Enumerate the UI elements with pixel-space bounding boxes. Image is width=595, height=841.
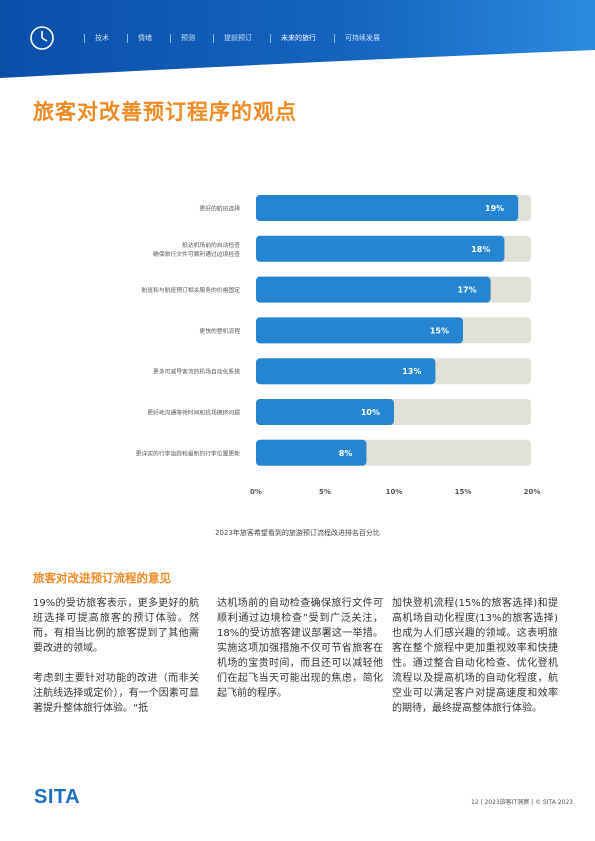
- body-column-1: 19%的受访旅客表示，更多更好的航班选择可提高旅客的预订体验。然而，有相当比例的…: [33, 596, 199, 731]
- clock-icon: [30, 26, 54, 50]
- data-label: 10%: [361, 408, 380, 417]
- section-title: 旅客对改进预订流程的意见: [33, 571, 171, 585]
- paragraph: 达机场前的自动检查确保旅行文件可顺利通过边境检查”受到广泛关注，18%的受访旅客…: [217, 598, 383, 699]
- nav-item-technology[interactable]: 技术: [84, 33, 127, 43]
- x-tick-label: 15%: [455, 488, 472, 496]
- bar: [256, 439, 367, 466]
- bar: [256, 276, 491, 303]
- data-label: 13%: [402, 367, 421, 376]
- sita-logo: SITA: [34, 786, 81, 808]
- category-label: 更好的航班选择: [199, 205, 240, 213]
- category-label: 航班和与航班预订相关服务的价格固定: [141, 286, 240, 294]
- nav-item-sentiment[interactable]: 情绪: [127, 33, 170, 43]
- category-label: 更多可减导客流的机场自动化系统: [153, 368, 240, 376]
- data-label: 17%: [457, 286, 476, 295]
- page-footer: 12 | 2023旅客IT洞察 | © SITA 2023: [471, 799, 573, 806]
- data-label: 19%: [485, 204, 504, 213]
- data-label: 18%: [471, 245, 490, 254]
- bar: [256, 195, 519, 221]
- category-label: 更详实的行李追踪和最新的行李位置更新: [136, 449, 241, 457]
- nav-item-sustainability[interactable]: 可持续发展: [334, 33, 398, 43]
- bar: [256, 235, 505, 262]
- bar: [256, 358, 436, 385]
- nav-item-advance-booking[interactable]: 提前预订: [213, 33, 270, 43]
- x-tick-label: 0%: [250, 488, 262, 496]
- bar-chart: 19% 更好的航班选择 18% 抵达机场前的自动检查确保旅行文件可顺利通过边境检查 17…: [136, 195, 541, 496]
- data-label: 8%: [339, 449, 353, 458]
- header-background: [0, 0, 595, 78]
- category-label: 更好地沟通等待时间和机场拥挤问题: [147, 409, 240, 417]
- paragraph: 19%的受访旅客表示，更多更好的航班选择可提高旅客的预订体验。然而，有相当比例的…: [33, 598, 199, 654]
- paragraph: 考虑到主要针对功能的改进（而非关注航线选择或定价），有一个因素可显著提升整体旅行…: [33, 673, 199, 714]
- category-label: 抵达机场前的自动检查确保旅行文件可顺利通过边境检查: [153, 241, 240, 258]
- bar: [256, 317, 463, 344]
- section-nav: 技术 情绪 预测 提前预订 未来的旅行 可持续发展: [84, 31, 398, 45]
- body-column-2: 达机场前的自动检查确保旅行文件可顺利通过边境检查”受到广泛关注，18%的受访旅客…: [217, 596, 383, 716]
- nav-item-forecast[interactable]: 预测: [170, 33, 213, 43]
- page-header: 技术 情绪 预测 提前预订 未来的旅行 可持续发展: [0, 0, 595, 78]
- chart-caption: 2023年旅客希望看到的旅游预订流程改进排名百分比: [215, 529, 380, 537]
- x-tick-label: 5%: [319, 488, 331, 496]
- category-label: 更快的登机流程: [199, 327, 240, 335]
- bar: [256, 399, 394, 425]
- data-label: 15%: [430, 326, 449, 335]
- x-tick-label: 20%: [524, 488, 541, 496]
- body-column-3: 加快登机流程(15%的旅客选择)和提高机场自动化程度(13%的旅客选择)也成为人…: [392, 596, 558, 731]
- page-title: 旅客对改善预订程序的观点: [33, 100, 297, 124]
- nav-item-future-travel[interactable]: 未来的旅行: [270, 33, 334, 43]
- paragraph: 加快登机流程(15%的旅客选择)和提高机场自动化程度(13%的旅客选择)也成为人…: [392, 598, 558, 714]
- x-tick-label: 10%: [386, 488, 403, 496]
